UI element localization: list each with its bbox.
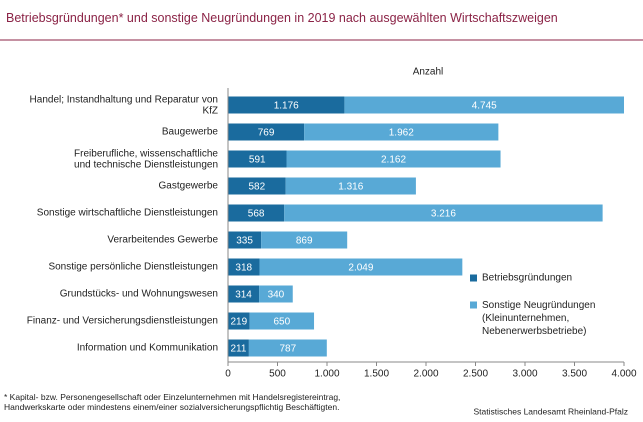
bar-segment xyxy=(259,285,293,303)
data-label: 335 xyxy=(236,236,253,247)
bar-segment xyxy=(304,123,499,141)
bar-segment xyxy=(284,204,603,222)
y-tick-label: Sonstige persönliche Dienstleistungen xyxy=(48,262,218,273)
footnote: * Kapital- bzw. Personengesellschaft ode… xyxy=(4,392,340,412)
y-tick-label: Grundstücks- und Wohnungswesen xyxy=(60,289,218,300)
x-tick-label: 3.500 xyxy=(562,369,587,380)
legend-swatch xyxy=(470,301,477,309)
bar-segment xyxy=(228,177,286,195)
bar-segment xyxy=(228,339,249,357)
y-tick-label: Information und Kommunikation xyxy=(77,343,218,354)
bar-segment xyxy=(344,96,624,114)
plot xyxy=(228,96,624,357)
legend-swatch xyxy=(470,274,477,282)
y-tick-label: Baugewerbe xyxy=(162,127,219,138)
data-label: 318 xyxy=(235,263,252,274)
data-label: 219 xyxy=(230,317,247,328)
data-label: 650 xyxy=(274,317,291,328)
data-label: 4.745 xyxy=(472,101,497,112)
x-tick-label: 1.500 xyxy=(364,369,389,380)
data-label: 1.316 xyxy=(338,182,363,193)
legend-label: Betriebsgründungen xyxy=(482,273,572,284)
data-label: 340 xyxy=(268,290,285,301)
data-label: 582 xyxy=(248,182,265,193)
legend-label: Sonstige Neugründungen (Kleinunternehmen,… xyxy=(482,300,595,337)
chart-title: Betriebsgründungen* und sonstige Neugrün… xyxy=(6,11,558,25)
data-label: 211 xyxy=(230,344,246,355)
y-tick-label: Sonstige wirtschaftliche Dienstleistunge… xyxy=(37,208,218,219)
x-tick-label: 500 xyxy=(269,369,286,380)
y-tick-label: Gastgewerbe xyxy=(159,181,219,192)
y-tick-label: Freiberufliche, wissenschaftliche und tec… xyxy=(74,148,218,170)
data-label: 568 xyxy=(248,209,265,220)
x-tick-label: 2.500 xyxy=(463,369,488,380)
data-label: 2.162 xyxy=(381,155,406,166)
x-tick-label: 2.000 xyxy=(413,369,438,380)
data-label: 1.176 xyxy=(274,101,299,112)
bar-segment xyxy=(228,204,285,222)
bar-segment xyxy=(228,231,262,249)
bar-segment xyxy=(228,96,345,114)
bar-segment xyxy=(228,258,260,276)
x-tick-label: 3.000 xyxy=(512,369,537,380)
bar-segment xyxy=(286,150,501,168)
data-label: 314 xyxy=(235,290,252,301)
x-tick-label: 0 xyxy=(225,369,231,380)
x-tick-label: 1.000 xyxy=(314,369,339,380)
bar-segment xyxy=(259,258,463,276)
y-tick-label: Verarbeitendes Gewerbe xyxy=(107,235,218,246)
source: Statistisches Landesamt Rheinland-Pfalz xyxy=(474,406,629,416)
y-tick-label: Handel; Instandhaltung und Reparatur von… xyxy=(30,94,218,116)
data-label: 1.962 xyxy=(389,128,414,139)
data-label: 769 xyxy=(258,128,275,139)
bar-segment xyxy=(285,177,416,195)
x-tick-label: 4.000 xyxy=(611,369,636,380)
bar-segment xyxy=(261,231,348,249)
data-label: 787 xyxy=(280,344,297,355)
data-label: 869 xyxy=(296,236,313,247)
bar-segment xyxy=(248,339,327,357)
y-tick-label: Finanz- und Versicherungsdienstleistunge… xyxy=(27,316,218,327)
data-label: 591 xyxy=(249,155,266,166)
data-label: 2.049 xyxy=(348,263,373,274)
bar-segment xyxy=(228,312,250,330)
data-label: 3.216 xyxy=(431,209,456,220)
axis-label: Anzahl xyxy=(413,67,444,78)
bar-segment xyxy=(228,123,305,141)
bar-segment xyxy=(249,312,315,330)
bar-segment xyxy=(228,150,287,168)
bar-segment xyxy=(228,285,260,303)
